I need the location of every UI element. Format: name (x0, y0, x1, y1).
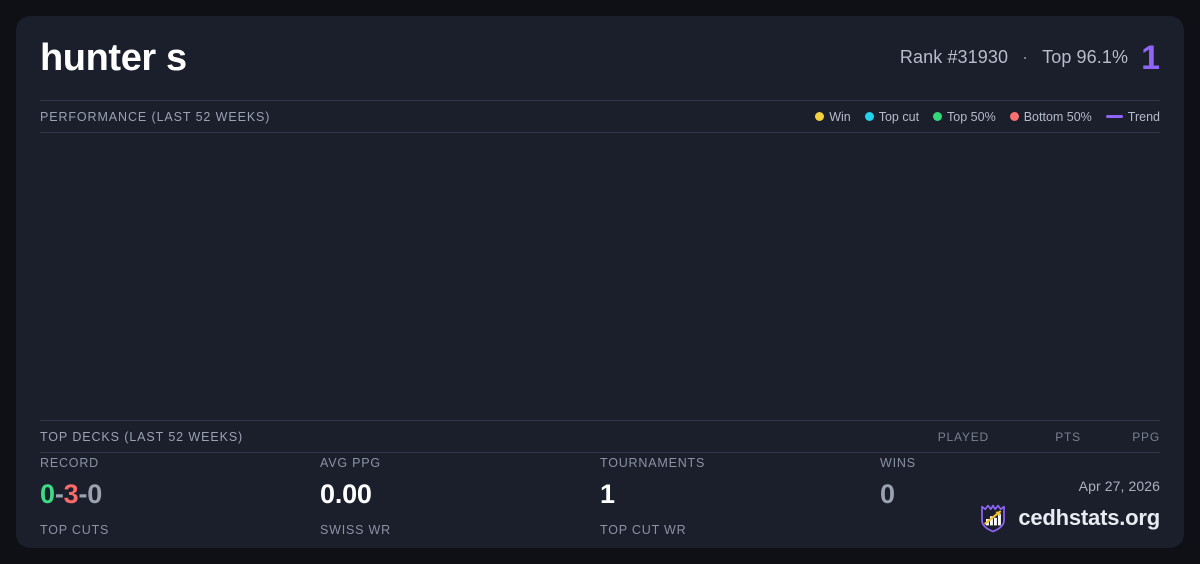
legend-label-top-50: Top 50% (947, 109, 996, 124)
legend-item-top-cut[interactable]: Top cut (864, 109, 920, 124)
rank-badge: 1 (1141, 39, 1160, 77)
record-losses: 3 (63, 478, 79, 509)
stat-avg-ppg: AVG PPG 0.00 SWISS WR (320, 453, 600, 548)
stat-label-top-cut-wr: TOP CUT WR (600, 522, 687, 537)
legend-label-trend: Trend (1127, 109, 1160, 124)
legend-label-top-cut: Top cut (878, 109, 920, 124)
stat-tournaments: TOURNAMENTS 1 TOP CUT WR (600, 453, 880, 548)
stat-wins: WINS 0 (880, 453, 1160, 548)
stat-label-avg-ppg: AVG PPG (320, 456, 381, 470)
performance-chart[interactable] (40, 133, 1160, 420)
rank-summary: Rank #31930 · Top 96.1% 1 (900, 40, 1160, 76)
legend-dot-bottom-50 (1009, 112, 1019, 121)
stat-record: RECORD 0-3-0 TOP CUTS (40, 453, 320, 548)
legend-item-win[interactable]: Win (815, 110, 851, 124)
column-header-pts: PTS (1055, 429, 1081, 444)
stat-label-wins: WINS (880, 456, 916, 470)
legend-dot-top-50 (933, 112, 943, 121)
legend-line-trend (1105, 115, 1123, 118)
footer-date: Apr 27, 2026 (1078, 478, 1160, 494)
rank-separator: · (1022, 46, 1029, 67)
stat-label-tournaments: TOURNAMENTS (600, 456, 706, 470)
stats-grid: RECORD 0-3-0 TOP CUTS AVG PPG 0.00 SWISS… (40, 453, 1160, 548)
rank-text: Rank #31930 (899, 46, 1009, 67)
legend-dot-top-cut (864, 112, 874, 121)
top-decks-section-title: TOP DECKS (LAST 52 WEEKS) (40, 429, 244, 444)
top-decks-column-headers: PLAYED PTS PPG (897, 430, 1160, 444)
record-wins: 0 (40, 478, 55, 509)
card-header: hunter s Rank #31930 · Top 96.1% 1 (40, 16, 1160, 100)
stat-value-record: 0-3-0 (40, 478, 320, 509)
record-sep-1: - (54, 478, 64, 509)
record-draws: 0 (87, 478, 103, 509)
column-header-played: PLAYED (937, 429, 989, 444)
legend-label-bottom-50: Bottom 50% (1023, 109, 1092, 124)
legend-item-trend[interactable]: Trend (1105, 109, 1160, 124)
shield-crown-chart-icon (977, 502, 1009, 534)
player-stats-card: hunter s Rank #31930 · Top 96.1% 1 PERFO… (16, 16, 1184, 548)
stat-label-swiss-wr: SWISS WR (320, 522, 391, 537)
performance-section-title: PERFORMANCE (LAST 52 WEEKS) (40, 109, 271, 124)
stat-value-tournaments: 1 (600, 478, 615, 509)
stat-value-wins: 0 (880, 478, 895, 509)
brand: cedhstats.org (977, 502, 1160, 534)
brand-name: cedhstats.org (1018, 505, 1160, 530)
card-footer: Apr 27, 2026 cedhstats.org (977, 478, 1160, 534)
stat-label-top-cuts: TOP CUTS (40, 522, 110, 537)
chart-legend: Win Top cut Top 50% Bottom 50% Trend (815, 110, 1160, 124)
performance-section-header: PERFORMANCE (LAST 52 WEEKS) Win Top cut … (40, 100, 1160, 133)
page-title: hunter s (40, 37, 187, 79)
top-decks-section-header: TOP DECKS (LAST 52 WEEKS) PLAYED PTS PPG (40, 420, 1160, 453)
legend-item-bottom-50[interactable]: Bottom 50% (1009, 109, 1092, 124)
stat-value-avg-ppg: 0.00 (320, 478, 372, 509)
record-sep-2: - (78, 478, 88, 509)
column-header-ppg: PPG (1132, 429, 1160, 444)
legend-label-win: Win (829, 109, 851, 124)
stat-label-record: RECORD (40, 456, 99, 470)
legend-item-top-50[interactable]: Top 50% (933, 110, 996, 124)
legend-dot-win (815, 112, 825, 121)
percentile-text: Top 96.1% (1042, 46, 1129, 67)
